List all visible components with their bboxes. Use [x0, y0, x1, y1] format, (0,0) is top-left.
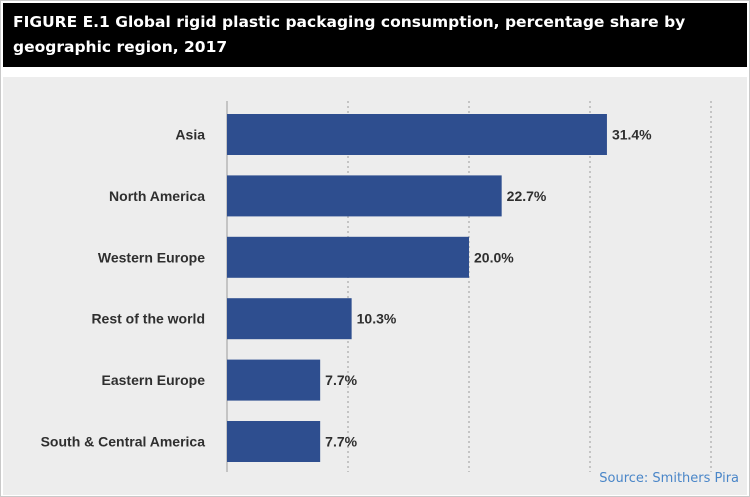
category-label-eastern-europe: Eastern Europe	[102, 372, 206, 388]
bar-eastern-europe	[227, 359, 321, 401]
value-label-south-central-america: 7.7%	[325, 434, 357, 450]
bar-western-europe	[227, 236, 469, 278]
bar-north-america	[227, 175, 502, 217]
bar-south-central-america	[227, 421, 321, 462]
value-label-rest-of-the-world: 10.3%	[357, 311, 397, 327]
value-label-north-america: 22.7%	[507, 188, 547, 204]
title-bar: FIGURE E.1 Global rigid plastic packagin…	[3, 3, 747, 67]
bars	[227, 114, 607, 462]
plot-area: Asia 31.4% North America 22.7% Western Europ…	[3, 77, 747, 495]
source-note: Source: Smithers Pira	[599, 471, 739, 486]
value-label-eastern-europe: 7.7%	[325, 372, 357, 388]
category-label-western-europe: Western Europe	[98, 249, 205, 265]
value-label-western-europe: 20.0%	[474, 249, 514, 265]
figure-title: FIGURE E.1 Global rigid plastic packagin…	[13, 13, 686, 56]
bar-chart: Asia 31.4% North America 22.7% Western Europ…	[41, 101, 739, 486]
bar-asia	[227, 114, 607, 155]
category-label-rest-of-the-world: Rest of the world	[91, 311, 205, 327]
bar-rest-of-the-world	[227, 298, 352, 340]
value-label-asia: 31.4%	[612, 127, 652, 143]
category-label-north-america: North America	[109, 188, 205, 204]
gridlines	[226, 101, 712, 472]
labels: Asia 31.4% North America 22.7% Western Europ…	[41, 127, 653, 450]
category-label-south-central-america: South & Central America	[41, 434, 206, 450]
category-label-asia: Asia	[175, 127, 205, 143]
